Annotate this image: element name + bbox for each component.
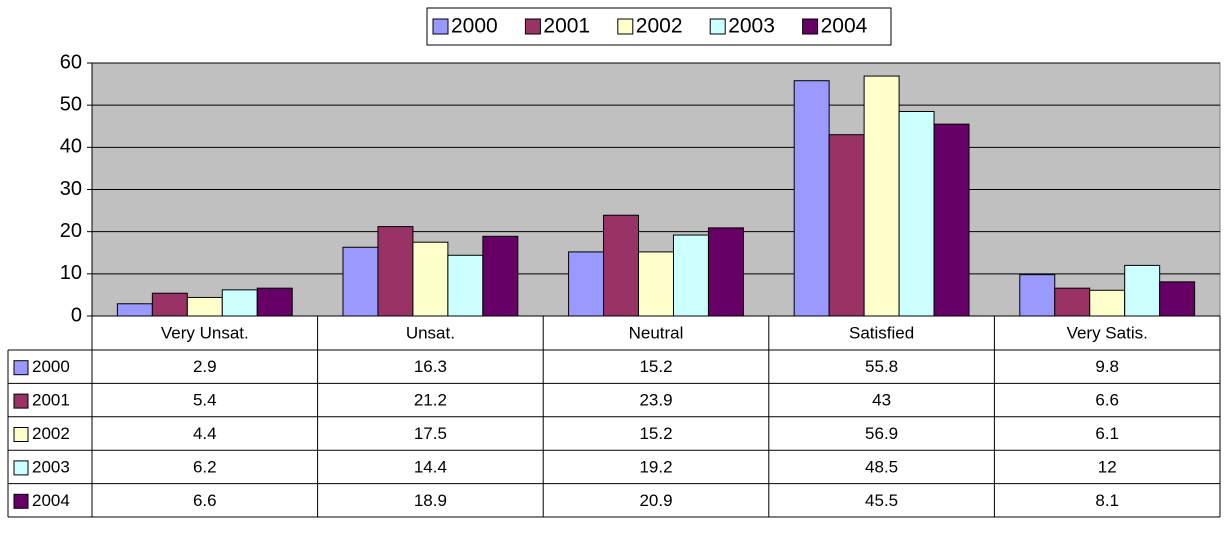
- table-value: 16.3: [414, 357, 447, 376]
- legend-label: 2002: [636, 15, 683, 38]
- table-value: 12: [1098, 457, 1117, 476]
- category-label: Satisfied: [849, 323, 914, 342]
- legend-key: [524, 18, 541, 35]
- bar: [482, 235, 519, 317]
- bar: [447, 254, 484, 317]
- table-row-label: 2004: [32, 491, 70, 510]
- table-value: 15.2: [639, 357, 672, 376]
- bar: [412, 241, 449, 317]
- bar: [568, 251, 605, 317]
- table-value: 14.4: [414, 457, 447, 476]
- table-value: 15.2: [639, 424, 672, 443]
- bar: [1054, 287, 1091, 317]
- table-value: 18.9: [414, 491, 447, 510]
- legend-label: 2001: [543, 15, 590, 38]
- table-legend-key: [13, 393, 29, 409]
- table-row-label: 2000: [32, 357, 70, 376]
- table-value: 20.9: [639, 491, 672, 510]
- legend-key: [617, 18, 634, 35]
- y-tick-label: 50: [60, 93, 82, 115]
- table-legend-key: [13, 360, 29, 376]
- table-legend-key: [13, 427, 29, 442]
- y-tick-label: 30: [60, 178, 82, 200]
- table-row-label: 2002: [32, 424, 70, 443]
- table-value: 19.2: [639, 457, 672, 476]
- table-value: 43: [872, 391, 891, 410]
- bar: [221, 289, 258, 317]
- table-value: 6.6: [193, 491, 217, 510]
- table-value: 23.9: [639, 391, 672, 410]
- table-value: 6.2: [193, 457, 217, 476]
- bar: [1019, 274, 1056, 317]
- bar: [116, 303, 153, 317]
- table-legend-key: [13, 460, 29, 476]
- bar: [603, 214, 640, 317]
- table-value: 56.9: [865, 424, 898, 443]
- legend-label: 2004: [821, 15, 868, 38]
- bar: [342, 246, 379, 317]
- table-value: 48.5: [865, 457, 898, 476]
- table-value: 6.1: [1095, 424, 1119, 443]
- y-tick-label: 40: [60, 136, 82, 158]
- table-value: 6.6: [1095, 391, 1119, 410]
- table-value: 9.8: [1095, 357, 1119, 376]
- bar: [377, 226, 414, 317]
- table-row-label: 2003: [32, 457, 70, 476]
- legend-label: 2003: [728, 15, 775, 38]
- y-tick-label: 10: [60, 262, 82, 284]
- table-row-label: 2001: [32, 391, 70, 410]
- category-label: Very Satis.: [1067, 323, 1148, 342]
- bar: [793, 80, 830, 317]
- bar: [707, 227, 744, 317]
- category-label: Very Unsat.: [161, 323, 249, 342]
- bar: [863, 75, 900, 317]
- y-tick-label: 20: [60, 220, 82, 242]
- legend-key: [432, 18, 449, 35]
- table-value: 55.8: [865, 357, 898, 376]
- category-label: Unsat.: [406, 323, 455, 342]
- bar: [1089, 289, 1126, 317]
- table-value: 5.4: [193, 391, 217, 410]
- legend-label: 2000: [451, 15, 498, 38]
- table-value: 4.4: [193, 424, 217, 443]
- table-legend-key: [13, 493, 29, 509]
- bar: [898, 110, 935, 317]
- bar: [151, 292, 188, 317]
- table-value: 17.5: [414, 424, 447, 443]
- category-label: Neutral: [629, 323, 684, 342]
- bar: [638, 251, 674, 317]
- table-value: 45.5: [865, 491, 898, 510]
- bar: [828, 134, 865, 317]
- table-value: 8.1: [1095, 491, 1119, 510]
- legend-key: [802, 18, 819, 35]
- bar: [1159, 281, 1196, 317]
- bar: [256, 287, 293, 317]
- table-value: 21.2: [414, 391, 447, 410]
- table-value: 2.9: [193, 357, 217, 376]
- bar: [186, 296, 223, 317]
- bar: [672, 234, 709, 317]
- bar: [933, 123, 970, 317]
- legend-key: [709, 18, 726, 35]
- bar: [1124, 264, 1161, 317]
- y-tick-label: 0: [71, 304, 82, 326]
- y-tick-label: 60: [60, 51, 82, 73]
